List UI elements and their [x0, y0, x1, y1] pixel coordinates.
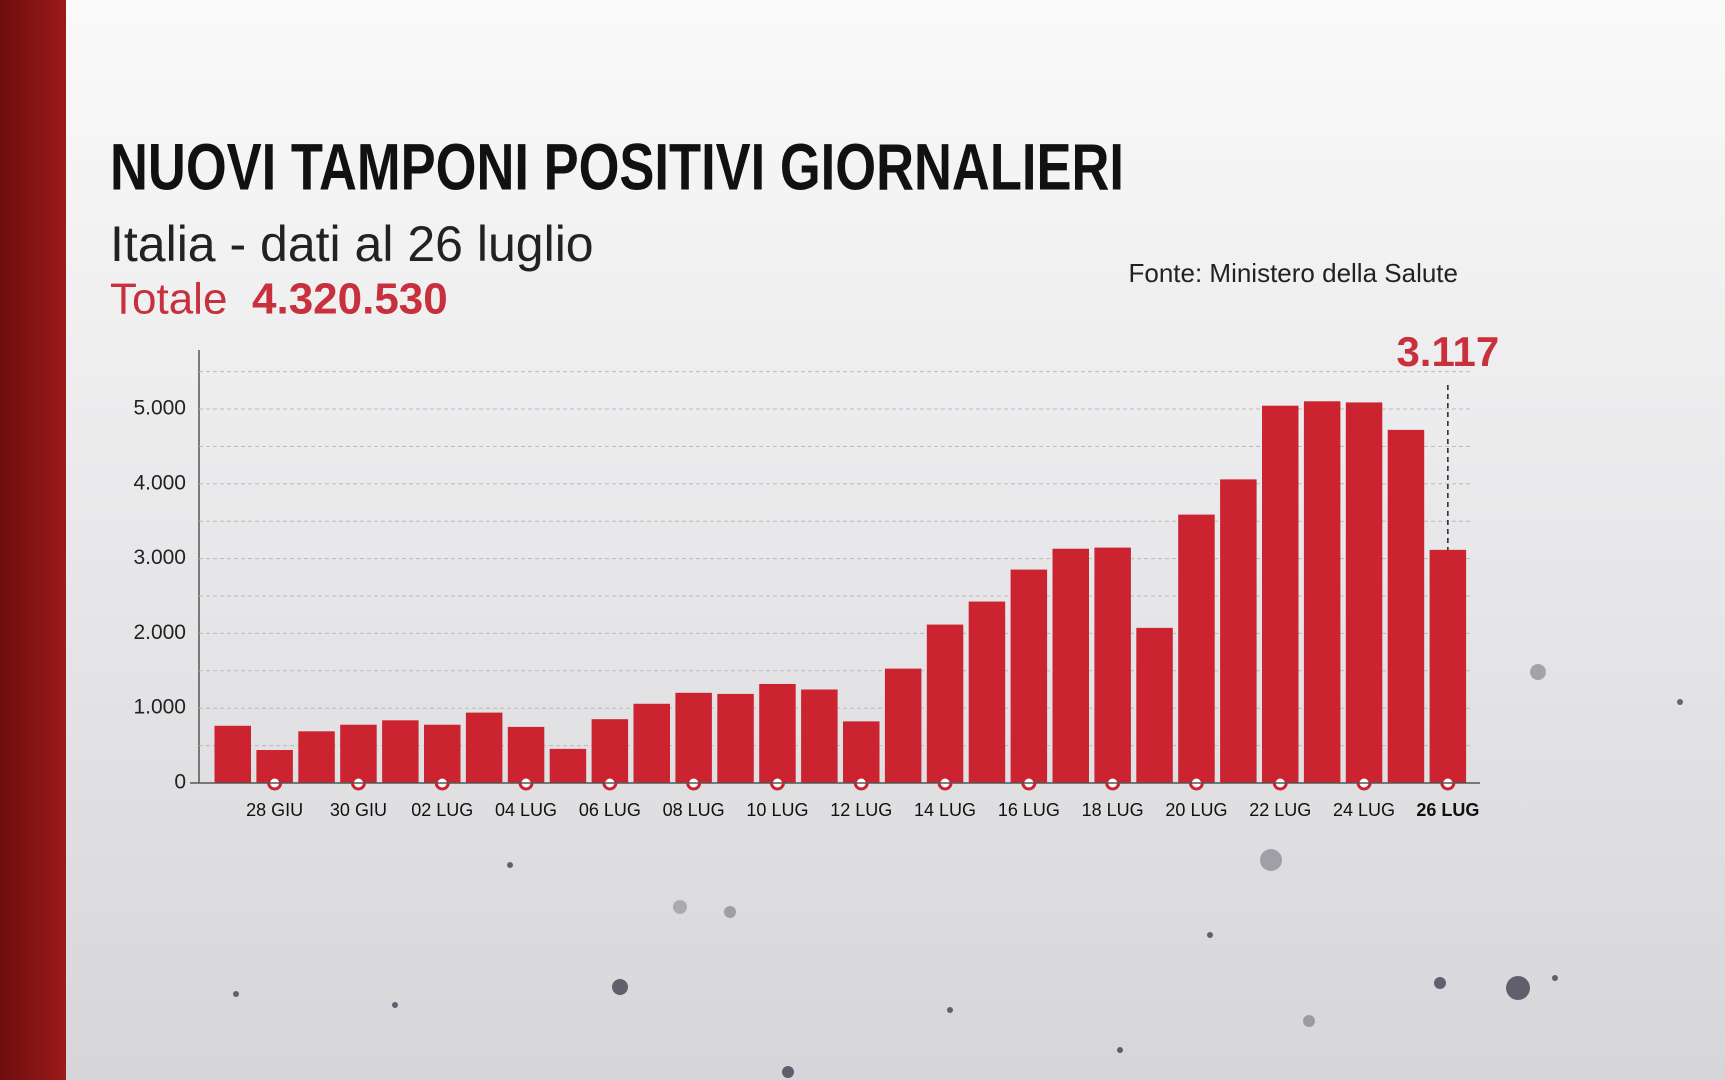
x-tick-label: 08 LUG [663, 800, 725, 820]
bar [801, 689, 838, 783]
x-tick-label: 20 LUG [1165, 800, 1227, 820]
bar [1220, 479, 1257, 783]
bar [507, 726, 545, 783]
bar [675, 692, 712, 783]
bar [1303, 401, 1341, 783]
bar [1094, 547, 1131, 783]
y-tick-label: 0 [174, 771, 186, 794]
bar [1345, 402, 1383, 783]
bar [424, 724, 461, 783]
bar [1429, 549, 1467, 783]
chart-title: NUOVI TAMPONI POSITIVI GIORNALIERI [110, 129, 1124, 203]
x-tick-label: 28 GIU [246, 800, 303, 820]
bar [843, 721, 880, 783]
x-tick-label: 06 LUG [579, 800, 641, 820]
side-strip [0, 0, 66, 1080]
bar [1010, 569, 1048, 783]
bar [340, 724, 377, 783]
total-label: Totale [110, 275, 227, 324]
x-tick-label: 16 LUG [998, 800, 1060, 820]
bar [926, 624, 964, 783]
bar [382, 720, 419, 783]
x-tick-label: 12 LUG [830, 800, 892, 820]
x-tick-label: 14 LUG [914, 800, 976, 820]
y-tick-label: 5.000 [133, 397, 186, 420]
bar [884, 668, 922, 783]
bar [717, 693, 754, 783]
y-tick-label: 3.000 [133, 546, 186, 569]
y-tick-label: 1.000 [133, 696, 186, 719]
bar [759, 683, 796, 783]
x-tick-label: 22 LUG [1249, 800, 1311, 820]
total-value: 4.320.530 [252, 275, 448, 324]
value-label: 3.117 [1396, 328, 1499, 375]
bar [214, 725, 251, 783]
bar [1262, 405, 1299, 783]
x-tick-label: 26 LUG [1416, 800, 1479, 820]
x-tick-label: 10 LUG [746, 800, 808, 820]
bar [1136, 627, 1173, 783]
x-tick-label: 02 LUG [411, 800, 473, 820]
bar [633, 703, 670, 783]
y-tick-label: 4.000 [133, 471, 186, 494]
chart-subtitle: Italia - dati al 26 luglio [110, 216, 594, 272]
bar [591, 719, 629, 783]
bar [549, 748, 587, 783]
x-tick-label: 18 LUG [1082, 800, 1144, 820]
bar [1052, 548, 1089, 783]
bar [1387, 429, 1425, 783]
y-tick-label: 2.000 [133, 621, 186, 644]
x-tick-label: 30 GIU [330, 800, 387, 820]
x-tick-label: 24 LUG [1333, 800, 1395, 820]
bar [968, 601, 1006, 783]
bar [465, 712, 503, 783]
x-tick-label: 04 LUG [495, 800, 557, 820]
source: Fonte: Ministero della Salute [1128, 258, 1458, 288]
bar [298, 731, 335, 783]
decorative-dots [233, 664, 1683, 1078]
bar [1178, 514, 1215, 783]
